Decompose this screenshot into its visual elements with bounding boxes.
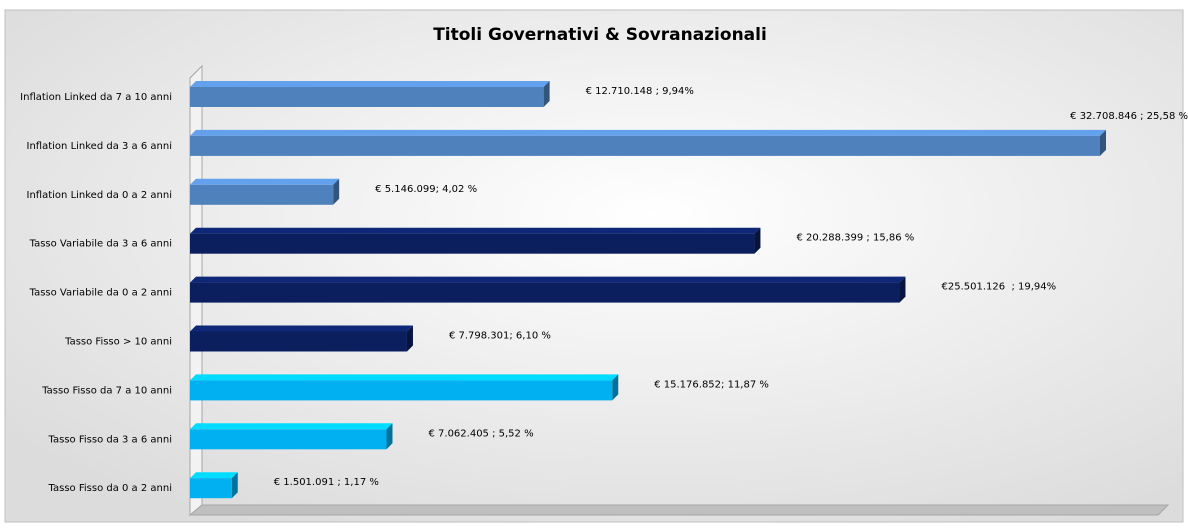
bar-top	[190, 276, 906, 283]
bar	[190, 282, 900, 303]
bar	[190, 380, 613, 401]
bar-top	[190, 81, 550, 87]
bar-side	[543, 81, 550, 107]
bar-top	[190, 472, 238, 479]
bar	[190, 331, 407, 352]
bar-top	[190, 178, 340, 185]
data-label: € 5.146.099; 4,02 %	[375, 184, 477, 195]
data-label: € 15.176.852; 11,87 %	[654, 379, 769, 390]
category-label: Inflation Linked da 7 a 10 anni	[20, 92, 172, 103]
bar-side	[406, 325, 413, 352]
bar	[190, 478, 232, 499]
category-label: Tasso Fisso da 3 a 6 anni	[48, 434, 172, 445]
bar	[190, 87, 544, 107]
bar-side	[754, 227, 761, 254]
category-label: Tasso Variabile da 0 a 2 anni	[29, 288, 172, 299]
category-label: Tasso Fisso da 7 a 10 anni	[41, 385, 172, 396]
data-label: € 1.501.091 ; 1,17 %	[274, 477, 379, 488]
category-label: Inflation Linked da 0 a 2 anni	[27, 190, 172, 201]
category-label: Tasso Fisso > 10 anni	[64, 337, 172, 348]
category-label: Tasso Variabile da 3 a 6 anni	[29, 239, 172, 250]
chart-title: Titoli Governativi & Sovranazionali	[433, 25, 767, 45]
bar	[190, 429, 387, 450]
data-label: € 7.798.301; 6,10 %	[449, 331, 551, 342]
bar-top	[190, 227, 761, 234]
bar-top	[190, 325, 413, 332]
data-label: € 20.288.399 ; 15,86 %	[796, 233, 914, 244]
category-label: Tasso Fisso da 0 a 2 anni	[48, 483, 172, 494]
bar-top	[190, 374, 619, 381]
bar-top	[190, 423, 393, 430]
data-label: € 32.708.846 ; 25,58 %	[1070, 111, 1188, 122]
bar-side	[231, 472, 238, 499]
bar	[190, 233, 755, 254]
data-label: € 12.710.148 ; 9,94%	[586, 86, 694, 97]
bar-side	[899, 276, 906, 303]
category-label: Inflation Linked da 3 a 6 anni	[27, 141, 172, 152]
bar-side	[612, 374, 619, 401]
floor	[188, 504, 1170, 516]
data-label: €25.501.126 ; 19,94%	[941, 282, 1056, 293]
bar	[190, 184, 334, 205]
bar-side	[1100, 129, 1106, 156]
bar-side	[333, 178, 340, 205]
data-label: € 7.062.405 ; 5,52 %	[428, 428, 533, 439]
bar	[190, 135, 1100, 156]
bar-side	[386, 423, 393, 450]
bar-top	[190, 129, 1106, 136]
